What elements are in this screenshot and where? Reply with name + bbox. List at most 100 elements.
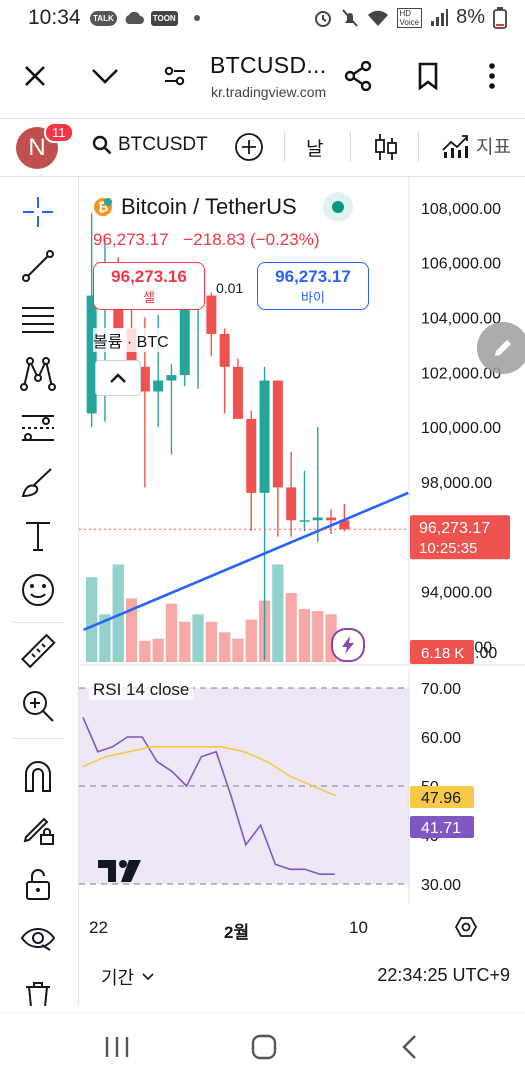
pattern-tool[interactable] (16, 352, 60, 396)
time-tick: 22 (89, 918, 108, 937)
candle-body[interactable] (299, 520, 310, 522)
smiley-icon (22, 574, 54, 606)
notification-icons: TALK TOON (90, 10, 200, 26)
legend-collapse-button[interactable] (95, 360, 141, 396)
draw-fab-button[interactable] (477, 322, 525, 374)
candle-body[interactable] (139, 366, 150, 392)
indicators-label: 지표 (476, 136, 511, 158)
chart-pane[interactable]: 108,000.00 106,000.00 104,000.00 102,000.00… (79, 176, 525, 666)
crosshair-tool[interactable] (16, 190, 60, 234)
back-icon[interactable] (400, 1033, 418, 1061)
fib-tool[interactable] (16, 298, 60, 342)
flash-button[interactable] (331, 628, 365, 662)
recent-apps-icon[interactable] (104, 1035, 130, 1059)
toon-badge-icon: TOON (150, 10, 178, 26)
visibility-tool[interactable] (16, 916, 60, 960)
candle-body[interactable] (206, 295, 217, 334)
indicators-button[interactable]: 지표 (440, 130, 511, 160)
collapse-button[interactable] (85, 56, 125, 96)
volume-bar (179, 621, 191, 662)
site-settings-button[interactable] (155, 56, 195, 96)
interval-button[interactable]: 날 (306, 139, 324, 160)
toolbar-divider (418, 132, 419, 162)
buy-button[interactable]: 96,273.17 바이 (257, 262, 369, 310)
measure-tool[interactable] (16, 630, 60, 674)
candle-body[interactable] (232, 366, 243, 419)
signal-icon (431, 8, 449, 26)
bookmark-button[interactable] (408, 56, 448, 96)
compare-symbol-button[interactable] (234, 132, 264, 167)
notification-badge: 11 (44, 122, 74, 143)
volume-bar (219, 632, 231, 662)
volume-legend[interactable]: 볼륨 · BTC (93, 328, 169, 352)
emoji-tool[interactable] (16, 568, 60, 612)
chart-type-button[interactable] (374, 132, 398, 167)
magnet-tool[interactable] (16, 754, 60, 798)
chart-footer: 기간 22:34:25 UTC+9 (79, 950, 525, 1006)
time-tick: 2월 (224, 923, 250, 942)
last-price-tag-bg (410, 515, 510, 560)
bitcoin-icon: ₿ (94, 198, 112, 216)
zoom-tool[interactable] (16, 684, 60, 728)
candle-body[interactable] (219, 333, 230, 367)
chart-toolbar: N 11 BTCUSDT 날 지표 (0, 118, 525, 177)
home-icon[interactable] (250, 1033, 278, 1061)
rsi-tick-label: 30.00 (421, 877, 461, 894)
sell-button[interactable]: 96,273.16 셀 (93, 262, 205, 310)
volume-tag-bg (410, 640, 474, 664)
date-range-button[interactable]: 기간 (101, 964, 154, 990)
time-axis[interactable]: 22 2월 10 (79, 904, 525, 950)
close-button[interactable] (15, 56, 55, 96)
candle-body[interactable] (312, 517, 323, 521)
price-change: −218.83 (−0.23%) (183, 230, 320, 249)
volume-bar (285, 593, 297, 662)
candle-body[interactable] (86, 295, 97, 414)
trendline-tool[interactable] (16, 244, 60, 288)
candle-body[interactable] (339, 520, 350, 530)
time-tick: 10 (349, 918, 368, 937)
sell-price: 96,273.16 (111, 267, 187, 286)
avatar[interactable]: N (16, 127, 58, 169)
search-icon (92, 135, 112, 155)
more-options-button[interactable] (472, 56, 512, 96)
share-button[interactable] (338, 56, 378, 96)
pattern-icon (20, 357, 56, 391)
lock-tool[interactable] (16, 862, 60, 906)
volume-bar (125, 598, 138, 662)
lock-drawings-tool[interactable] (16, 808, 60, 852)
add-circle-icon (235, 133, 263, 161)
market-status-button[interactable] (322, 192, 353, 222)
tradingview-logo-icon (98, 860, 141, 882)
candle-body[interactable] (179, 306, 190, 376)
candle-body[interactable] (286, 487, 297, 521)
avatar-letter: N (28, 134, 46, 161)
forecast-tool[interactable] (16, 406, 60, 450)
rsi-ma-line[interactable] (82, 746, 337, 797)
symbol-legend[interactable]: ₿ Bitcoin / TetherUS (93, 192, 353, 222)
symbol-search-button[interactable]: BTCUSDT (92, 134, 208, 156)
trend-line[interactable] (83, 491, 409, 632)
text-tool[interactable] (16, 514, 60, 558)
candle-body[interactable] (246, 418, 257, 493)
settings-icon[interactable] (455, 916, 477, 938)
candle-body[interactable] (326, 517, 337, 521)
candle-body[interactable] (166, 375, 177, 381)
candle-body[interactable] (272, 380, 283, 488)
price-tick-label: 104,000.00 (421, 311, 501, 328)
volume-bar (86, 577, 98, 662)
timezone-clock[interactable]: 22:34:25 UTC+9 (377, 965, 510, 985)
rsi-line[interactable] (82, 717, 335, 875)
more-vert-icon (489, 63, 495, 89)
candle-body[interactable] (153, 380, 164, 392)
date-range-label: 기간 (101, 968, 135, 988)
tune-icon (164, 66, 185, 86)
symbol-name: BTCUSDT (118, 134, 208, 155)
candle-body[interactable] (259, 380, 270, 493)
rsi-legend[interactable]: RSI 14 close (89, 680, 194, 700)
brush-tool[interactable] (16, 460, 60, 504)
cloud-icon (125, 11, 144, 24)
delete-tool[interactable] (16, 982, 60, 1006)
drawing-toolbar (0, 176, 79, 1006)
